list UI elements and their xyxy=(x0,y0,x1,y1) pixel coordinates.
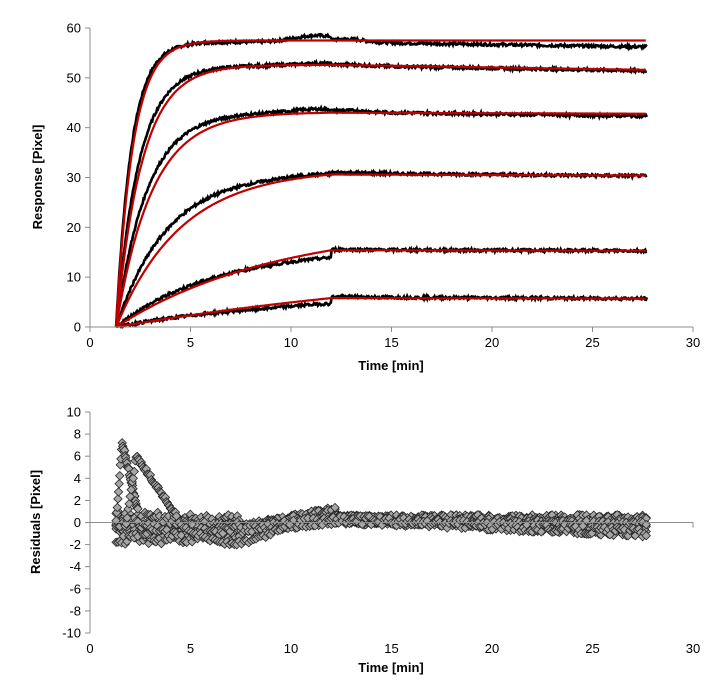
response-fit-curve-2 xyxy=(115,63,646,328)
residuals-x-tick-label: 5 xyxy=(187,641,194,656)
residual-point xyxy=(129,466,139,477)
residuals-y-tick-label: 10 xyxy=(67,405,81,420)
response-fit-curves xyxy=(115,39,646,329)
residual-point xyxy=(113,494,123,504)
response-y-ticks: 0 10 20 30 40 50 60 xyxy=(67,21,90,335)
residuals-chart: -10 -8 -6 -4 -2 0 2 4 6 8 10 0 5 10 15 20 25 30 Time [mi… xyxy=(28,405,700,676)
response-measured-curve-1 xyxy=(114,32,648,328)
residual-markers xyxy=(111,438,651,550)
response-x-tick-label: 15 xyxy=(384,335,398,350)
response-x-tick-label: 10 xyxy=(284,335,298,350)
residuals-y-tick-label: 6 xyxy=(74,449,81,464)
residuals-y-tick-label: 8 xyxy=(74,427,81,442)
residuals-y-tick-label: -4 xyxy=(69,559,81,574)
response-y-tick-label: 50 xyxy=(67,70,81,85)
response-x-ticks: 0 5 10 15 20 25 30 xyxy=(86,327,700,350)
response-y-tick-label: 20 xyxy=(67,220,81,235)
residual-point xyxy=(112,502,123,513)
response-fit-curve-4 xyxy=(115,173,646,328)
residuals-y-tick-label: -6 xyxy=(69,581,81,596)
response-chart: 0 10 20 30 40 50 60 0 5 10 15 20 25 30 Time [min] Re… xyxy=(30,21,700,374)
residual-point xyxy=(114,479,124,489)
response-measured-curve-3 xyxy=(114,104,648,328)
residual-point xyxy=(330,502,340,513)
response-measured-curve-6 xyxy=(115,292,649,329)
response-fit-curve-1 xyxy=(115,39,646,328)
residual-point xyxy=(124,499,134,509)
residuals-y-ticks: -10 -8 -6 -4 -2 0 2 4 6 8 10 xyxy=(62,405,90,641)
residuals-y-tick-label: 0 xyxy=(74,515,81,530)
residual-point xyxy=(641,530,651,541)
response-x-tick-label: 20 xyxy=(485,335,499,350)
response-y-tick-label: 40 xyxy=(67,120,81,135)
residuals-y-tick-label: -2 xyxy=(69,537,81,552)
residuals-y-axis-label: Residuals [Pixel] xyxy=(28,470,43,574)
residual-point xyxy=(114,470,125,481)
residual-point xyxy=(176,530,187,541)
response-y-tick-label: 10 xyxy=(67,270,81,285)
response-x-tick-label: 0 xyxy=(86,335,93,350)
residual-point xyxy=(133,504,143,514)
response-y-tick-label: 0 xyxy=(74,320,81,335)
residuals-x-tick-label: 25 xyxy=(585,641,599,656)
response-fit-curve-3 xyxy=(115,111,646,328)
response-fit-curve-6 xyxy=(115,297,646,329)
response-y-tick-label: 30 xyxy=(67,170,81,185)
residuals-y-tick-label: 2 xyxy=(74,493,81,508)
response-y-tick-label: 60 xyxy=(67,21,81,36)
residuals-x-tick-label: 10 xyxy=(284,641,298,656)
residuals-y-tick-label: -8 xyxy=(69,603,81,618)
response-x-tick-label: 30 xyxy=(686,335,700,350)
response-fit-curve-5 xyxy=(115,249,646,328)
residual-point xyxy=(128,473,138,484)
residuals-x-axis-label: Time [min] xyxy=(358,660,424,675)
residuals-x-tick-label: 0 xyxy=(86,641,93,656)
response-y-axis-label: Response [Pixel] xyxy=(30,125,45,230)
residuals-y-tick-label: 4 xyxy=(74,471,81,486)
residuals-x-tick-label: 15 xyxy=(384,641,398,656)
residual-point xyxy=(578,521,588,531)
residual-point xyxy=(536,527,547,537)
residual-point xyxy=(126,484,136,495)
residual-point xyxy=(113,487,124,497)
residuals-x-tick-label: 20 xyxy=(485,641,499,656)
response-x-axis-label: Time [min] xyxy=(358,358,424,373)
residuals-x-tick-label: 30 xyxy=(686,641,700,656)
response-x-tick-label: 5 xyxy=(187,335,194,350)
residual-point xyxy=(171,511,182,521)
residual-point xyxy=(125,491,135,502)
residual-point xyxy=(587,528,597,539)
residuals-x-ticks: 0 5 10 15 20 25 30 xyxy=(86,522,700,656)
residuals-y-tick-label: -10 xyxy=(62,626,81,641)
response-x-tick-label: 25 xyxy=(585,335,599,350)
